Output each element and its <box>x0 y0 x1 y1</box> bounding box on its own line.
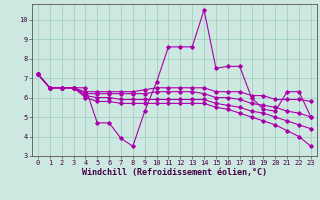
X-axis label: Windchill (Refroidissement éolien,°C): Windchill (Refroidissement éolien,°C) <box>82 168 267 177</box>
